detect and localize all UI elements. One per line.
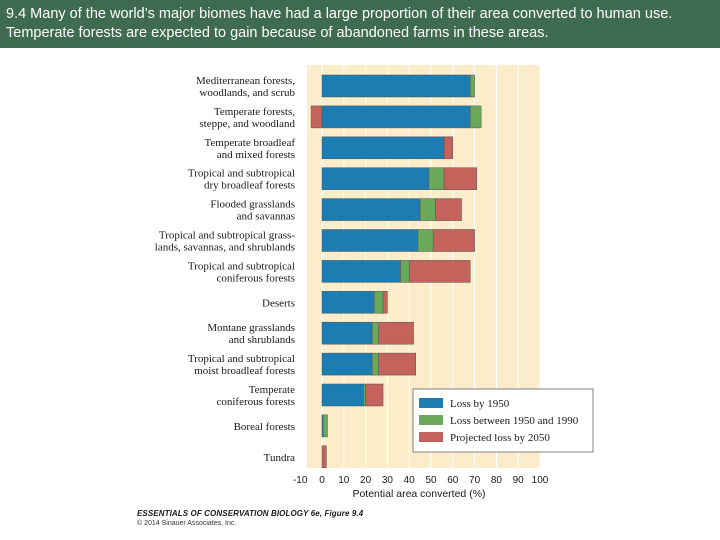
bar-segment	[408, 260, 471, 283]
bar-segment	[321, 198, 421, 221]
category-label: Mediterranean forests, woodlands, and scr…	[196, 75, 295, 99]
x-tick-label: 50	[425, 475, 437, 486]
category-label: Deserts	[262, 297, 295, 309]
category-label: Flooded grasslands and savannas	[210, 199, 295, 223]
bar-segment	[371, 321, 379, 345]
x-tick-label: 100	[532, 475, 549, 486]
category-label: Tropical and subtropical coniferous fores…	[188, 260, 295, 284]
bar-segment	[321, 136, 445, 160]
x-tick-label: 60	[447, 475, 459, 486]
slide-caption: 9.4 Many of the world’s major biomes hav…	[0, 0, 720, 48]
bar-segment	[371, 352, 379, 376]
category-label: Tundra	[264, 452, 295, 464]
bar-segment	[365, 383, 384, 407]
bar-segment	[432, 229, 475, 252]
category-label: Boreal forests	[234, 421, 295, 433]
bar-segment	[469, 105, 482, 129]
category-label: Temperate forests, steppe, and woodland	[199, 106, 295, 130]
bar-segment	[443, 167, 478, 190]
legend-label: Projected loss by 2050	[450, 432, 550, 444]
category-label: Temperate broadleaf and mixed forests	[204, 137, 295, 161]
x-axis-label: Potential area converted (%)	[352, 488, 485, 500]
bar-segment	[321, 352, 373, 376]
x-tick-label: 10	[338, 475, 350, 486]
bar-segment	[322, 414, 328, 438]
bar-segment	[310, 105, 323, 129]
bar-segment	[363, 383, 366, 407]
legend-swatch	[419, 398, 443, 408]
figure-credit: ESSENTIALS OF CONSERVATION BIOLOGY 6e, F…	[137, 509, 364, 518]
category-label: Tropical and subtropical grass-lands, sa…	[155, 230, 296, 254]
bar-segment	[435, 198, 462, 221]
legend-swatch	[419, 415, 443, 425]
bar-segment	[321, 445, 327, 469]
x-tick-label: 0	[319, 475, 325, 486]
bar-segment	[417, 229, 434, 252]
bar-segment	[321, 260, 401, 283]
bar-segment	[321, 291, 375, 314]
bar-segment	[382, 291, 388, 314]
x-tick-label: 70	[469, 475, 481, 486]
x-tick-label: 80	[491, 475, 503, 486]
bar-segment	[378, 352, 416, 376]
bar-segment	[378, 321, 414, 345]
copyright-notice: © 2014 Sinauer Associates, Inc.	[137, 520, 237, 527]
bar-segment	[321, 74, 471, 98]
bar-segment	[321, 167, 430, 190]
category-labels: Mediterranean forests, woodlands, and scr…	[155, 75, 296, 464]
category-label: Tropical and subtropical moist broadleaf …	[188, 353, 295, 377]
x-tick-labels: -10 0 10 20 30 40 50 60 70 80 90 100	[293, 475, 549, 486]
bar-segment	[374, 291, 384, 314]
bar-segment	[321, 229, 419, 252]
legend-swatch	[419, 432, 443, 442]
x-tick-label: 20	[360, 475, 372, 486]
x-tick-label: -10	[293, 475, 308, 486]
bars	[310, 74, 482, 469]
legend: Loss by 1950 Loss between 1950 and 1990 Pr…	[412, 388, 594, 453]
caption-text: 9.4 Many of the world’s major biomes hav…	[6, 6, 673, 41]
category-label: Montane grasslands and shrublands	[207, 322, 295, 346]
bar-segment	[443, 136, 454, 160]
legend-label: Loss between 1950 and 1990	[450, 415, 579, 427]
bar-segment	[419, 198, 436, 221]
bar-segment	[400, 260, 410, 283]
bar-segment	[321, 321, 373, 345]
bar-segment	[469, 74, 475, 98]
x-tick-label: 30	[382, 475, 394, 486]
category-label: Tropical and subtropical dry broadleaf fo…	[188, 168, 295, 192]
bar-segment	[321, 105, 471, 129]
x-tick-label: 40	[404, 475, 416, 486]
bar-segment	[428, 167, 445, 190]
x-tick-label: 90	[513, 475, 525, 486]
category-label: Temperate coniferous forests	[216, 384, 295, 408]
bar-segment	[321, 383, 364, 407]
legend-label: Loss by 1950	[450, 398, 510, 410]
